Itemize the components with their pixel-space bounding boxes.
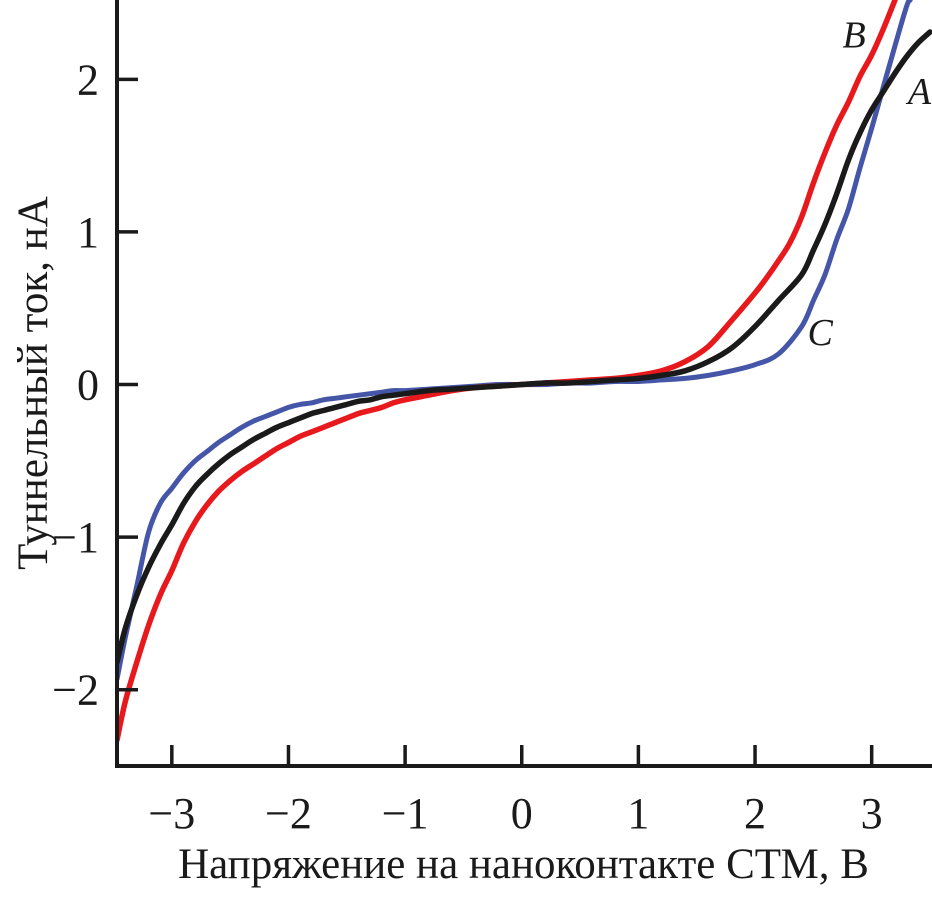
curve-A [117, 29, 932, 665]
y-tick-label-−1: −1 [52, 513, 99, 562]
curve-C [117, 0, 913, 682]
x-tick-label-3: 3 [861, 789, 883, 838]
y-axis-title: Туннельный ток, нА [10, 196, 57, 570]
curve-label-B: B [843, 14, 866, 56]
y-tick-label-0: 0 [77, 361, 99, 410]
curves-group [117, 0, 932, 743]
x-tick-label-−2: −2 [265, 789, 312, 838]
curve-label-C: C [808, 312, 834, 354]
x-tick-label-1: 1 [627, 789, 649, 838]
x-axis-title: Напряжение на наноконтакте СТМ, В [178, 841, 869, 888]
y-tick-label-−2: −2 [52, 666, 99, 715]
curve-label-A: A [905, 71, 932, 113]
x-tick-label-2: 2 [744, 789, 766, 838]
x-tick-label-−3: −3 [148, 789, 195, 838]
curve-B [117, 0, 898, 743]
y-tick-label-2: 2 [77, 55, 99, 104]
x-tick-label-0: 0 [511, 789, 533, 838]
x-tick-label-−1: −1 [382, 789, 429, 838]
y-tick-label-1: 1 [77, 208, 99, 257]
